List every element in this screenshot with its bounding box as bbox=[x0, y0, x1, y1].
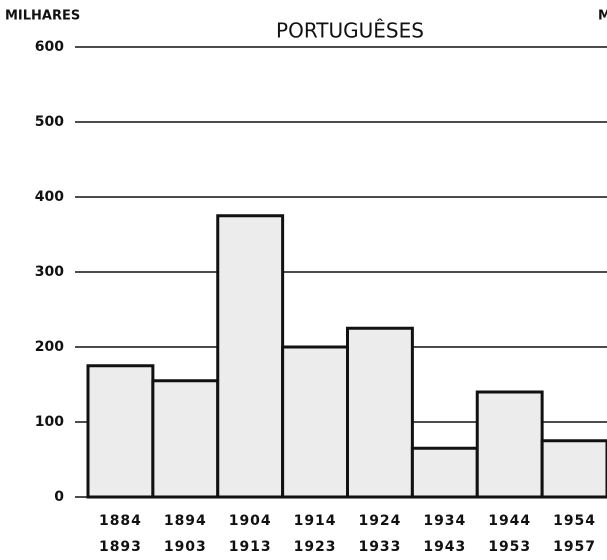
bar bbox=[540, 439, 607, 499]
y-tick-label: 400 bbox=[35, 189, 64, 205]
bar bbox=[151, 379, 220, 499]
y-axis-label: MILHARES bbox=[5, 9, 80, 24]
y-tick-label: 0 bbox=[54, 489, 64, 505]
x-tick-label: 1904 1913 bbox=[228, 513, 272, 555]
y-tick-label: 600 bbox=[35, 39, 64, 55]
bar bbox=[86, 364, 155, 499]
bar bbox=[410, 446, 479, 499]
y-tick-label: 300 bbox=[35, 264, 64, 280]
x-tick-label: 1954 1957 bbox=[553, 513, 597, 555]
bar bbox=[281, 345, 349, 499]
x-tick-label: 1934 1943 bbox=[423, 513, 467, 555]
x-tick-label: 1944 1953 bbox=[488, 513, 532, 555]
bar bbox=[346, 326, 414, 499]
bar bbox=[475, 390, 544, 499]
bar bbox=[216, 214, 285, 499]
y-tick-label: 200 bbox=[35, 339, 64, 355]
x-tick-label: 1924 1933 bbox=[358, 513, 402, 555]
x-tick-label: 1914 1923 bbox=[293, 513, 337, 555]
y-tick-label: 100 bbox=[35, 414, 64, 430]
right-label: M bbox=[598, 9, 607, 24]
y-tick-label: 500 bbox=[35, 114, 64, 130]
chart-title: PORTUGUÊSES bbox=[276, 19, 424, 43]
x-tick-label: 1894 1903 bbox=[163, 513, 207, 555]
x-tick-label: 1884 1893 bbox=[98, 513, 142, 555]
